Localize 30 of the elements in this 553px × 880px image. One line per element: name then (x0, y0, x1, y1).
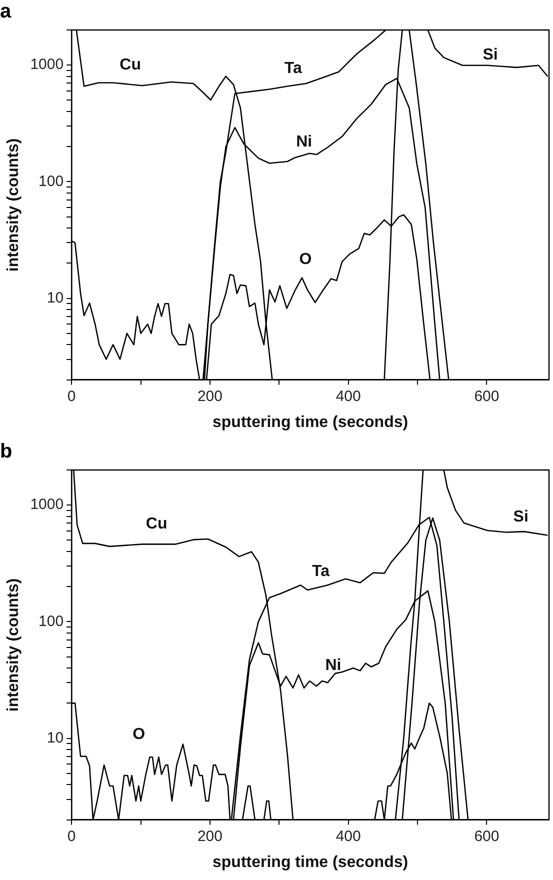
y-tick-label: 10 (46, 729, 64, 746)
y-tick-label: 1000 (30, 496, 64, 514)
series-label: Ta (312, 562, 330, 580)
series-label: O (299, 250, 312, 268)
y-axis-title: intensity (counts) (5, 578, 22, 712)
y-tick-label: 100 (38, 172, 64, 190)
series-label: Ni (296, 133, 312, 150)
x-tick-label: 600 (474, 388, 500, 405)
series-label: Cu (120, 56, 141, 74)
series-label: O (132, 726, 146, 743)
y-tick-label: 10 (46, 289, 64, 306)
x-tick-label: 200 (197, 828, 222, 845)
x-tick-label: 200 (197, 388, 222, 405)
series-label: Ni (325, 656, 342, 674)
y-tick-label: 100 (38, 612, 64, 630)
x-tick-label: 0 (67, 828, 76, 845)
series-label: Si (482, 46, 498, 64)
chart-title: a (0, 0, 12, 23)
y-tick-label: 1000 (30, 56, 64, 74)
x-tick-label: 400 (336, 828, 361, 845)
y-axis-title: intensity (counts) (5, 138, 22, 272)
chart-title: b (0, 440, 12, 463)
x-tick-label: 0 (67, 388, 76, 405)
x-axis-title: sputtering time (seconds) (212, 414, 408, 431)
series-label: Ta (284, 60, 302, 77)
x-tick-label: 600 (474, 828, 500, 845)
x-axis-title: sputtering time (seconds) (212, 854, 408, 871)
series-label: Si (513, 508, 528, 526)
series-label: Cu (146, 515, 168, 532)
x-tick-label: 400 (336, 388, 361, 405)
